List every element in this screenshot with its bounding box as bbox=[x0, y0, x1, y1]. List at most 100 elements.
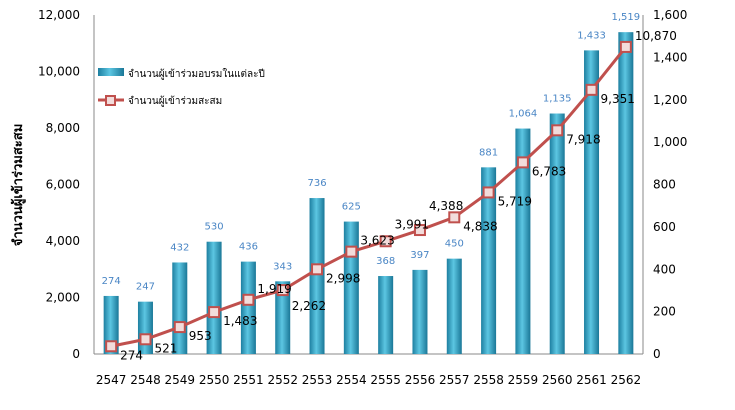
line-data-label: 274 bbox=[120, 348, 143, 362]
y2-tick-label: 800 bbox=[653, 178, 676, 192]
line-marker bbox=[413, 224, 426, 237]
bar-data-label: 530 bbox=[205, 222, 224, 233]
x-tick-label: 2553 bbox=[302, 373, 333, 387]
line-marker bbox=[551, 124, 564, 137]
line-marker bbox=[208, 306, 221, 319]
line-marker bbox=[619, 40, 632, 53]
bar-data-label: 1,433 bbox=[577, 30, 606, 41]
line-marker bbox=[311, 263, 324, 276]
legend-label-line: จำนวนผู้เข้าร่วมสะสม bbox=[128, 95, 222, 107]
line-marker bbox=[448, 211, 461, 224]
y2-tick-label: 1,400 bbox=[653, 50, 687, 64]
bar-data-label: 247 bbox=[136, 282, 155, 293]
line-data-label: 2,262 bbox=[292, 299, 326, 313]
x-tick-label: 2560 bbox=[542, 373, 573, 387]
y2-tick-label: 200 bbox=[653, 305, 676, 319]
y-axis-label: จำนวนผู้เข้าร่วมสะสม bbox=[10, 124, 26, 247]
x-tick-label: 2561 bbox=[576, 373, 607, 387]
line-marker bbox=[345, 245, 358, 258]
x-tick-label: 2552 bbox=[267, 373, 298, 387]
bar-data-label: 432 bbox=[170, 242, 189, 253]
y-tick-label: 6,000 bbox=[46, 178, 80, 192]
x-tick-label: 2555 bbox=[370, 373, 401, 387]
bar-data-label: 1,135 bbox=[543, 94, 572, 105]
bar bbox=[103, 295, 119, 354]
bar-data-label: 450 bbox=[445, 239, 464, 250]
x-tick-label: 2554 bbox=[336, 373, 367, 387]
x-tick-label: 2547 bbox=[96, 373, 127, 387]
bar bbox=[412, 269, 428, 354]
line-marker bbox=[379, 235, 392, 248]
line-marker bbox=[276, 284, 289, 297]
bar bbox=[446, 258, 462, 354]
bar bbox=[481, 167, 497, 354]
bar bbox=[137, 301, 153, 354]
x-tick-label: 2549 bbox=[165, 373, 196, 387]
y2-tick-label: 600 bbox=[653, 220, 676, 234]
line-marker bbox=[585, 83, 598, 96]
line-marker bbox=[516, 156, 529, 169]
line-data-label: 2,998 bbox=[326, 271, 360, 285]
y-tick-label: 8,000 bbox=[46, 121, 80, 135]
x-tick-label: 2559 bbox=[508, 373, 539, 387]
bar bbox=[618, 32, 634, 355]
line-marker bbox=[482, 186, 495, 199]
line-data-label: 521 bbox=[154, 341, 177, 355]
line-data-label: 6,783 bbox=[532, 164, 566, 178]
x-tick-label: 2550 bbox=[199, 373, 230, 387]
line-marker bbox=[105, 340, 118, 353]
x-tick-label: 2556 bbox=[405, 373, 436, 387]
bar-data-label: 368 bbox=[376, 256, 395, 267]
bar-data-label: 881 bbox=[479, 147, 498, 158]
y2-tick-label: 400 bbox=[653, 262, 676, 276]
legend-label-bar: จำนวนผู้เข้าร่วมอบรมในแต่ละปี bbox=[128, 68, 265, 80]
bar bbox=[240, 261, 256, 354]
bar-data-label: 274 bbox=[102, 276, 121, 287]
bar-data-label: 625 bbox=[342, 202, 361, 213]
bar-data-label: 1,519 bbox=[612, 12, 641, 23]
line-data-label: 1,483 bbox=[223, 314, 257, 328]
bar bbox=[343, 221, 359, 354]
bar bbox=[309, 198, 325, 354]
line-data-label: 4,838 bbox=[463, 219, 497, 233]
bar bbox=[549, 113, 565, 354]
line-marker bbox=[173, 321, 186, 334]
y-tick-label: 2,000 bbox=[46, 291, 80, 305]
y-tick-label: 10,000 bbox=[38, 65, 80, 79]
bar-data-label: 343 bbox=[273, 261, 292, 272]
bar-data-label: 397 bbox=[410, 250, 429, 261]
bar bbox=[275, 281, 291, 354]
line-data-label: 3,623 bbox=[360, 234, 394, 248]
line-data-label: 1,919 bbox=[257, 282, 291, 296]
y2-tick-label: 1,200 bbox=[653, 93, 687, 107]
y2-tick-label: 1,600 bbox=[653, 8, 687, 22]
x-tick-label: 2557 bbox=[439, 373, 470, 387]
y2-tick-label: 0 bbox=[653, 347, 661, 361]
line-data-label: 7,918 bbox=[566, 132, 600, 146]
cumulative-line bbox=[110, 45, 628, 348]
bar-data-label: 1,064 bbox=[509, 109, 538, 120]
y2-tick-label: 1,000 bbox=[653, 135, 687, 149]
x-tick-label: 2551 bbox=[233, 373, 264, 387]
line-data-label: 9,351 bbox=[601, 92, 635, 106]
line-data-label: 5,719 bbox=[498, 194, 532, 208]
bar-data-label: 436 bbox=[239, 242, 258, 253]
y-tick-label: 4,000 bbox=[46, 234, 80, 248]
x-tick-label: 2562 bbox=[611, 373, 642, 387]
x-tick-label: 2558 bbox=[473, 373, 504, 387]
bar bbox=[172, 262, 188, 354]
bar-data-label: 736 bbox=[307, 178, 326, 189]
bar bbox=[584, 50, 600, 355]
line-data-label: 10,870 bbox=[635, 29, 677, 43]
line-marker bbox=[242, 293, 255, 306]
line-data-label: 3,991 bbox=[395, 217, 429, 231]
bar bbox=[206, 241, 222, 354]
legend-bar-swatch bbox=[98, 68, 124, 76]
x-tick-label: 2548 bbox=[130, 373, 161, 387]
line-marker bbox=[139, 333, 152, 346]
line-data-label: 953 bbox=[189, 329, 212, 343]
y-tick-label: 0 bbox=[72, 347, 80, 361]
y-tick-label: 12,000 bbox=[38, 8, 80, 22]
